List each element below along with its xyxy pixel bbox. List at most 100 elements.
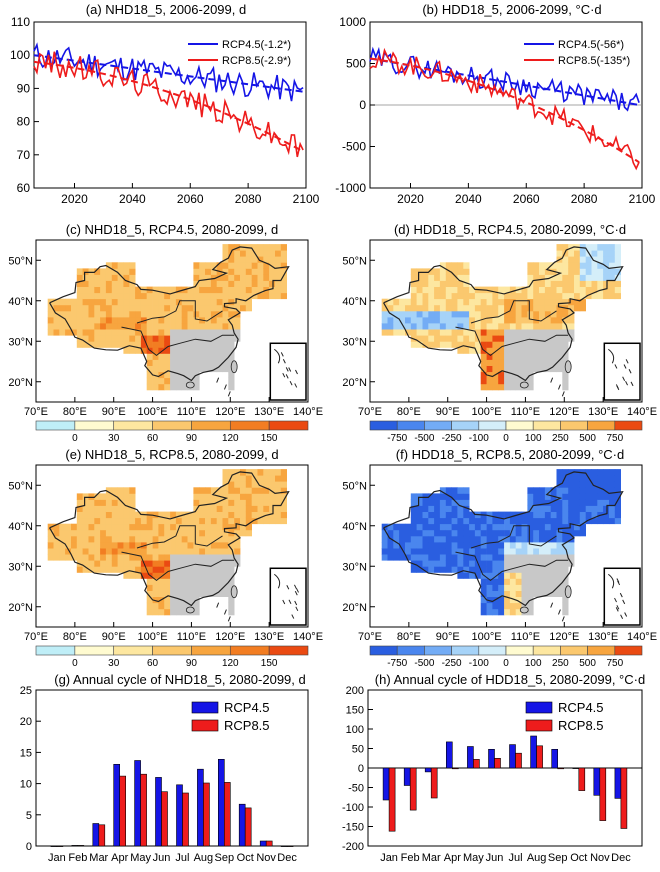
map-cell bbox=[521, 316, 528, 324]
map-cell bbox=[117, 341, 124, 348]
map-cell bbox=[82, 499, 89, 506]
map-cell bbox=[193, 566, 200, 573]
map-cell bbox=[521, 566, 528, 573]
map-cell bbox=[527, 304, 534, 312]
map-cell bbox=[492, 298, 499, 306]
map-cell bbox=[527, 493, 534, 500]
map-cell bbox=[434, 566, 441, 573]
map-cell bbox=[129, 548, 136, 555]
map-cell bbox=[146, 560, 153, 567]
map-cell bbox=[123, 554, 130, 561]
map-cell bbox=[574, 268, 581, 275]
map-cell bbox=[240, 280, 247, 287]
map-cell bbox=[82, 292, 89, 300]
map-cell bbox=[579, 475, 586, 482]
map-cell bbox=[210, 548, 218, 555]
colorbar-segment bbox=[35, 645, 76, 656]
lon-tick-label: 140°E bbox=[627, 631, 657, 643]
map-cell bbox=[521, 365, 528, 373]
map-cell bbox=[480, 304, 487, 312]
map-cell bbox=[111, 542, 118, 549]
map-cell bbox=[234, 323, 241, 330]
map-cell bbox=[457, 560, 464, 567]
map-cell bbox=[515, 566, 522, 573]
map-cell bbox=[603, 475, 610, 482]
bar-rcp45 bbox=[113, 763, 120, 847]
map-cell bbox=[509, 365, 517, 373]
map-cell bbox=[187, 292, 194, 300]
map-cell bbox=[105, 505, 113, 512]
map-cell bbox=[527, 548, 534, 555]
map-cell bbox=[164, 548, 171, 555]
map-cell bbox=[428, 310, 435, 318]
map-cell bbox=[515, 310, 522, 318]
y-tick-label: -1000 bbox=[335, 181, 366, 195]
map-cell bbox=[539, 365, 546, 373]
map-cell bbox=[117, 548, 124, 555]
map-cell bbox=[591, 493, 598, 500]
map-cell bbox=[509, 329, 517, 336]
map-cell bbox=[222, 262, 229, 269]
map-cell bbox=[280, 517, 287, 525]
map-cell bbox=[129, 335, 136, 342]
map-cell bbox=[240, 505, 247, 512]
map-cell bbox=[228, 250, 235, 257]
map-cell bbox=[451, 542, 458, 549]
map-cell bbox=[387, 542, 394, 549]
map-cell bbox=[434, 535, 441, 543]
map-cell bbox=[463, 329, 470, 336]
map-cell bbox=[387, 554, 394, 561]
map-cell bbox=[393, 329, 400, 336]
map-cell bbox=[216, 560, 223, 567]
map-cell bbox=[175, 517, 183, 525]
map-cell bbox=[251, 505, 258, 512]
map-cell bbox=[240, 529, 247, 537]
map-cell bbox=[82, 286, 89, 294]
map-cell bbox=[170, 584, 177, 591]
map-cell bbox=[486, 310, 493, 318]
map-cell bbox=[562, 511, 569, 519]
map-cell bbox=[100, 535, 107, 543]
map-cell bbox=[47, 323, 54, 330]
map-cell bbox=[117, 493, 124, 500]
map-cell bbox=[228, 566, 235, 573]
map-cell bbox=[152, 353, 159, 360]
map-cell bbox=[539, 286, 546, 294]
map-cell bbox=[205, 268, 212, 275]
map-cell bbox=[515, 584, 522, 591]
map-cell bbox=[100, 548, 107, 555]
map-cell bbox=[539, 310, 546, 318]
map-cell bbox=[451, 535, 458, 543]
lat-tick-label: 30°N bbox=[342, 336, 367, 348]
map-cell bbox=[222, 511, 229, 519]
lon-tick-label: 110°E bbox=[177, 631, 206, 643]
map-cell bbox=[539, 505, 546, 512]
map-cell bbox=[393, 304, 400, 312]
map-cell bbox=[269, 517, 276, 525]
map-cell bbox=[574, 481, 581, 488]
south-china-sea-inset bbox=[269, 567, 307, 626]
map-cell bbox=[515, 359, 522, 366]
inset-dash bbox=[286, 585, 290, 590]
map-cell bbox=[469, 310, 476, 318]
map-cell bbox=[193, 529, 200, 537]
map-cell bbox=[129, 292, 136, 300]
map-cell bbox=[94, 566, 101, 573]
map-cell bbox=[181, 566, 188, 573]
map-cell bbox=[94, 292, 101, 300]
map-cell bbox=[135, 298, 142, 306]
map-cell bbox=[257, 505, 264, 512]
map-cell bbox=[434, 499, 441, 506]
map-cell bbox=[105, 298, 113, 306]
map-cell bbox=[222, 274, 229, 281]
map-cell bbox=[263, 475, 270, 482]
map-cell bbox=[445, 329, 452, 336]
map-cell bbox=[562, 523, 569, 531]
map-cell bbox=[263, 481, 270, 488]
map-cell bbox=[170, 383, 177, 391]
map-cell bbox=[222, 590, 229, 597]
map-cell bbox=[152, 590, 159, 597]
map-cell bbox=[381, 310, 388, 318]
map-cell bbox=[158, 323, 165, 330]
boundary-dash bbox=[227, 391, 231, 397]
